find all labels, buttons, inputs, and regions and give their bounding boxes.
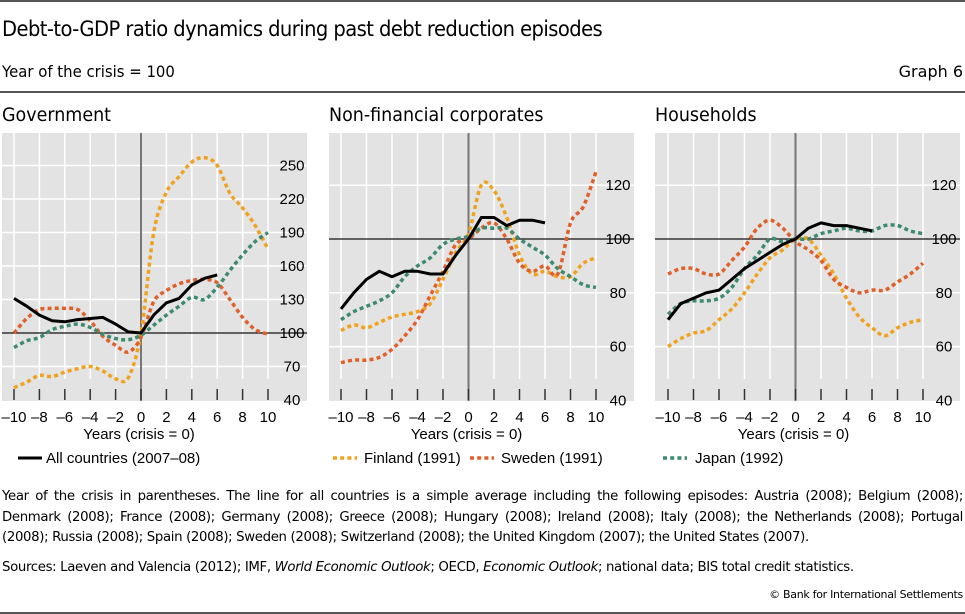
x-tick-label: –2 [435,409,452,426]
series-line-all [339,216,546,310]
copyright: © Bank for International Settlements [769,588,963,601]
x-tick-label: 8 [238,409,246,426]
y-tick-label: 130 [279,291,304,308]
y-tick-label: 80 [610,285,627,302]
x-tick-label: 2 [490,409,498,426]
x-tick-label: –6 [56,409,73,426]
panel-title-government: Government [2,104,112,126]
sources-prefix: Sources: Laeven and Valencia (2012); IMF… [2,560,275,575]
series-line-finland [13,155,270,390]
top-rule [0,0,965,2]
x-tick-label: 0 [464,409,472,426]
x-tick-label: 10 [260,409,277,426]
y-tick-label: 60 [610,339,627,356]
y-tick-label: 100 [931,231,956,248]
x-tick-label: 6 [541,409,549,426]
series-line-finland [667,235,924,349]
y-tick-label: 250 [279,157,304,174]
x-tick-label: –4 [82,409,99,426]
legend-label-sweden: Sweden (1991) [501,450,603,467]
x-tick-label: 4 [515,409,523,426]
sources-weo: World Economic Outlook [274,560,431,575]
x-tick-label: 0 [137,409,145,426]
series-line-sweden [667,218,925,295]
plot-background [2,133,307,401]
legend-label-japan: Japan (1992) [695,450,783,467]
x-tick-label: –10 [1,409,26,426]
panel-0: –10 –8 –6 –4 –2 0 2 4 6 8 10 40 70 100 130 160 190 220 250… [1,133,307,443]
y-tick-label: 120 [931,177,956,194]
y-tick-label: 40 [284,392,301,409]
y-tick-label: 160 [279,258,304,275]
chart-title: Debt-to-GDP ratio dynamics during past d… [2,17,603,41]
x-tick-label: –4 [736,409,753,426]
legend-label-all: All countries (2007–08) [46,450,200,467]
y-tick-label: 120 [605,177,630,194]
x-tick-label: –8 [685,409,702,426]
footnote: Year of the crisis in parentheses. The l… [2,489,963,545]
x-tick-label: –8 [31,409,48,426]
legend-item-japan: Japan (1992) [663,450,783,467]
graph-number: Graph 6 [898,62,963,81]
y-tick-label: 60 [936,339,953,356]
x-tick-label: 2 [817,409,825,426]
series-line-sweden [12,277,269,354]
x-tick-label: –2 [107,409,124,426]
legend-item-sweden: Sweden (1991) [470,450,603,467]
x-tick-label: 8 [893,409,901,426]
x-tick-label: –2 [762,409,779,426]
x-tick-label: 8 [566,409,574,426]
x-tick-label: –6 [384,409,401,426]
header-rule [0,91,965,93]
chart-subtitle: Year of the crisis = 100 [2,62,175,81]
x-tick-label: 10 [588,409,605,426]
legend-label-finland: Finland (1991) [364,450,461,467]
plot-background [329,133,634,401]
series-line-finland [340,180,597,333]
x-tick-label: –10 [328,409,353,426]
x-tick-label: 2 [162,409,170,426]
x-tick-label: –4 [409,409,426,426]
y-tick-label: 40 [610,392,627,409]
sources-mid: ; OECD, [430,560,484,575]
x-tick-label: 6 [868,409,876,426]
panel-1: –10 –8 –6 –4 –2 0 2 4 6 8 10 40 60 80 100 120 Years (cri… [328,133,634,443]
y-tick-label: 190 [279,224,304,241]
x-axis-label: Years (crisis = 0) [411,426,523,443]
panel-title-households: Households [655,104,757,126]
y-tick-label: 70 [284,359,301,376]
x-tick-label: 4 [842,409,850,426]
y-tick-label: 220 [279,191,304,208]
series-line-all [666,221,873,321]
legend-item-all: All countries (2007–08) [18,450,200,467]
series-line-japan [340,225,597,322]
legend-item-finland: Finland (1991) [333,450,461,467]
x-tick-label: –8 [358,409,375,426]
y-tick-label: 80 [936,285,953,302]
panel-title-nfc: Non-financial corporates [329,104,544,126]
charts-canvas: –10 –8 –6 –4 –2 0 2 4 6 8 104070100130160190220250… [1,133,960,467]
series-line-all [13,273,218,335]
x-tick-label: 6 [213,409,221,426]
x-tick-label: –10 [655,409,680,426]
plot-background [655,133,960,401]
sources-note: Sources: Laeven and Valencia (2012); IMF… [2,560,854,575]
x-tick-label: –6 [711,409,728,426]
series-line-japan [13,231,270,350]
x-tick-label: 10 [915,409,932,426]
x-axis-label: Years (crisis = 0) [738,426,850,443]
y-tick-label: 100 [279,325,304,342]
bottom-rule [0,612,965,614]
x-axis-label: Years (crisis = 0) [83,426,195,443]
sources-eo: Economic Outlook [483,560,598,575]
y-tick-label: 40 [936,392,953,409]
x-tick-label: 0 [791,409,799,426]
y-tick-label: 100 [605,231,630,248]
sources-suffix: ; national data; BIS total credit statis… [597,560,854,575]
x-tick-label: 4 [188,409,196,426]
